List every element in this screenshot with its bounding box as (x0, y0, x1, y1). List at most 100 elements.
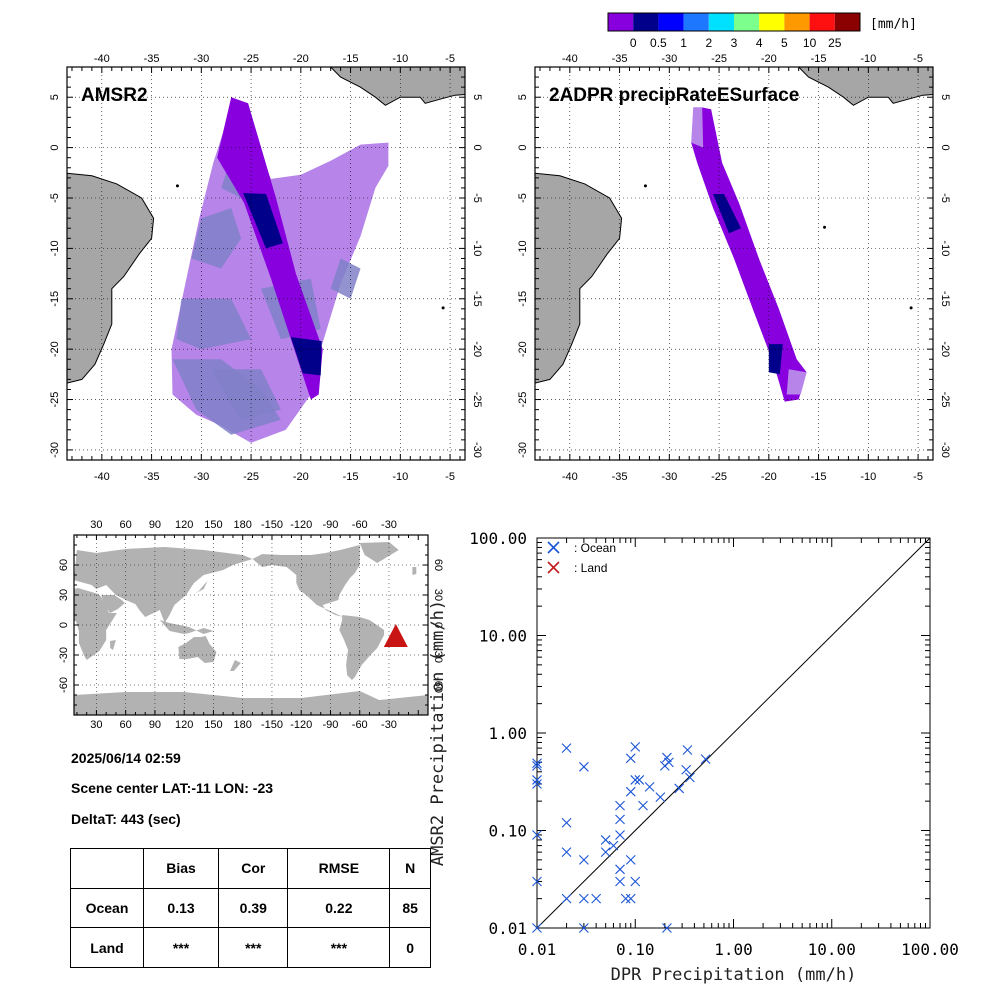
x-tick-label: 0.01 (518, 940, 557, 959)
y-tick-label: 1.00 (488, 724, 527, 743)
legend-marker (547, 541, 560, 554)
colorbar-tick-label: 25 (828, 36, 842, 50)
data-point (600, 835, 611, 845)
land-arabia (101, 595, 125, 613)
world-lon-tick-label: -90 (323, 519, 339, 531)
lon-tick-label: -10 (392, 471, 408, 483)
legend-marker (547, 561, 560, 574)
lon-tick-label: -20 (761, 53, 777, 65)
world-lon-tick-label: -120 (290, 519, 312, 531)
x-tick-label: 10.00 (808, 940, 856, 959)
lat-tick-label: -10 (939, 240, 951, 256)
world-locator-map: 30 30 60 60 90 90 120 120 150 150 180 180 -150 -150 -1… (58, 519, 444, 731)
data-point (532, 876, 542, 887)
data-point (615, 814, 625, 825)
lon-tick-label: -10 (860, 53, 876, 65)
lat-tick-label: -5 (517, 193, 529, 203)
land-uk (412, 567, 417, 575)
lat-tick-label: 0 (517, 145, 529, 151)
dpr-rain-band (691, 107, 807, 402)
data-point (561, 847, 572, 858)
lon-tick-label: -15 (811, 53, 827, 65)
data-point (644, 782, 655, 792)
land-africa (74, 588, 117, 660)
light-rain-patch (211, 369, 281, 420)
stats-rmse-cell: 0.22 (287, 887, 391, 929)
island (175, 184, 179, 188)
lat-tick-label: 0 (49, 145, 61, 151)
y-axis-label: AMSR2 Precipitation (mm/h) (428, 600, 448, 866)
colorbar-tick-label: 1 (680, 36, 687, 50)
lat-tick-label: -25 (471, 392, 483, 408)
data-point (532, 760, 542, 771)
lon-tick-label: -40 (562, 471, 578, 483)
data-point (615, 830, 625, 840)
map-area (535, 67, 933, 460)
world-lat-tick-label: -30 (58, 647, 70, 663)
lon-tick-label: -25 (243, 471, 259, 483)
data-point (630, 876, 641, 887)
dpr-light-patch (786, 369, 807, 395)
amsr2-map-panel: -40 -40 -35 -35 -30 -30 -25 -25 -20 -20 -15 -15 -10 -… (49, 53, 483, 483)
lon-tick-label: -10 (860, 471, 876, 483)
data-point (662, 923, 672, 933)
lon-tick-label: -40 (94, 471, 110, 483)
colorbar-tick-label: 5 (781, 36, 788, 50)
world-lon-tick-label: -30 (381, 519, 397, 531)
map-frame (534, 66, 934, 461)
lon-tick-label: -20 (293, 471, 309, 483)
data-point (561, 893, 572, 904)
data-point (561, 817, 572, 828)
data-point (655, 792, 666, 803)
world-lon-tick-label: -60 (352, 519, 368, 531)
lon-tick-label: -40 (562, 53, 578, 65)
lat-tick-label: -20 (49, 341, 61, 357)
colorbar-tick-label: 3 (731, 36, 738, 50)
lon-tick-label: -35 (612, 53, 628, 65)
lon-tick-label: -20 (293, 53, 309, 65)
data-point (662, 752, 672, 763)
land-eurasia (74, 547, 253, 623)
stats-table: Bias Cor RMSE N Ocean 0.13 0.39 0.22 85 … (70, 848, 431, 968)
colorbar-segment (834, 13, 860, 31)
world-lon-tick-label: 150 (204, 719, 222, 731)
lat-tick-label: -15 (517, 291, 529, 307)
y-tick-label: 0.10 (488, 822, 527, 841)
lat-tick-label: -30 (471, 442, 483, 458)
stats-cor-cell: 0.39 (218, 887, 289, 929)
stats-cor-cell: *** (218, 927, 289, 968)
lat-tick-label: -25 (939, 392, 951, 408)
colorbar-segment (633, 13, 659, 31)
colorbar-segment (658, 13, 684, 31)
colorbar-segment (809, 13, 835, 31)
lat-tick-label: -20 (517, 341, 529, 357)
world-map-area (74, 535, 428, 715)
data-point (578, 761, 589, 772)
data-point (638, 800, 648, 811)
light-rain-patch (176, 298, 252, 350)
lon-tick-label: -25 (711, 53, 727, 65)
data-point (625, 786, 636, 797)
land-india (133, 601, 153, 617)
world-lat-tick-label: 0 (58, 622, 70, 628)
lat-tick-label: 5 (939, 94, 951, 100)
land-madagascar (110, 640, 116, 650)
land-south-america (339, 615, 385, 680)
world-lon-tick-label: 120 (175, 719, 193, 731)
y-tick-label: 100.00 (469, 529, 527, 548)
lon-tick-label: -35 (144, 53, 160, 65)
data-point (620, 893, 631, 904)
heavy-rain-cell (713, 194, 741, 234)
land-antarctica (74, 691, 428, 715)
lon-tick-label: -20 (761, 471, 777, 483)
data-point (685, 772, 695, 783)
colorbar-segment (708, 13, 734, 31)
heavy-rain-cell (290, 337, 322, 376)
map-frame (66, 66, 466, 461)
world-lat-tick-label: 30 (432, 589, 444, 601)
data-point (600, 847, 611, 858)
colorbar-tick-label: 4 (756, 36, 763, 50)
scene-location-marker (383, 624, 408, 647)
colorbar-segment (759, 13, 785, 31)
data-point (532, 830, 542, 840)
